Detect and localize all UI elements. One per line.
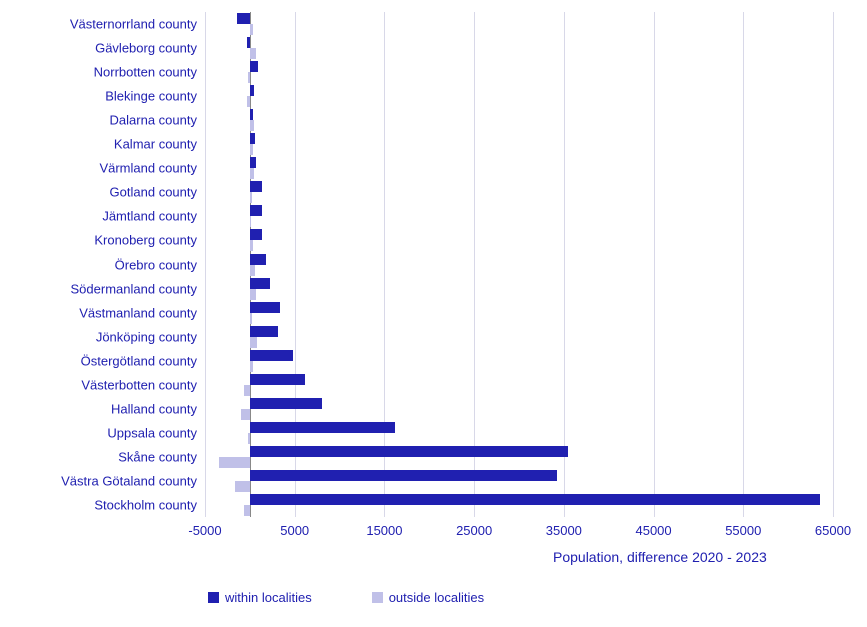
bar-within — [250, 446, 568, 457]
y-category-label: Kalmar county — [114, 137, 205, 152]
bar-outside — [244, 385, 250, 396]
bar-outside — [235, 481, 250, 492]
y-category-label: Norrbotten county — [94, 65, 205, 80]
x-tick-label: 55000 — [725, 517, 761, 538]
x-tick-label: -5000 — [188, 517, 221, 538]
bar-within — [250, 181, 262, 192]
x-tick-label: 45000 — [635, 517, 671, 538]
y-category-label: Västerbotten county — [81, 377, 205, 392]
y-category-label: Halland county — [111, 401, 205, 416]
y-category-label: Dalarna county — [110, 113, 205, 128]
x-tick-label: 35000 — [546, 517, 582, 538]
bar-within — [237, 13, 250, 24]
bar-outside — [250, 289, 256, 300]
gridline — [295, 12, 296, 517]
bar-outside — [250, 168, 254, 179]
x-tick-label: 15000 — [366, 517, 402, 538]
x-tick-label: 5000 — [280, 517, 309, 538]
legend-label: within localities — [225, 590, 312, 605]
bar-outside — [250, 192, 252, 203]
gridline — [205, 12, 206, 517]
y-category-label: Kronoberg county — [94, 233, 205, 248]
bar-outside — [250, 361, 253, 372]
bar-outside — [248, 433, 250, 444]
bar-within — [250, 494, 820, 505]
plot-area: -50005000150002500035000450005500065000V… — [205, 12, 833, 517]
bar-within — [247, 37, 250, 48]
legend: within localities outside localities — [208, 590, 484, 605]
bar-outside — [241, 409, 250, 420]
x-axis-title: Population, difference 2020 - 2023 — [553, 549, 767, 565]
y-category-label: Värmland county — [99, 161, 205, 176]
bar-within — [250, 133, 255, 144]
y-category-label: Stockholm county — [94, 497, 205, 512]
bar-within — [250, 61, 258, 72]
x-tick-label: 25000 — [456, 517, 492, 538]
y-category-label: Jönköping county — [96, 329, 205, 344]
y-category-label: Västernorrland county — [70, 17, 205, 32]
y-category-label: Jämtland county — [102, 209, 205, 224]
y-category-label: Gotland county — [110, 185, 205, 200]
bar-outside — [250, 313, 252, 324]
legend-swatch — [208, 592, 219, 603]
gridline — [384, 12, 385, 517]
bar-within — [250, 422, 395, 433]
legend-item-outside: outside localities — [372, 590, 484, 605]
bar-within — [250, 398, 322, 409]
y-category-label: Östergötland county — [81, 353, 205, 368]
bar-within — [250, 109, 254, 120]
bar-within — [250, 374, 305, 385]
bar-within — [250, 326, 278, 337]
bar-within — [250, 302, 281, 313]
bar-outside — [250, 240, 253, 251]
bar-outside — [248, 72, 250, 83]
y-category-label: Uppsala county — [107, 425, 205, 440]
bar-within — [250, 278, 271, 289]
bar-outside — [250, 48, 256, 59]
bar-outside — [219, 457, 250, 468]
y-category-label: Västra Götaland county — [61, 473, 205, 488]
bar-within — [250, 350, 293, 361]
bar-outside — [250, 265, 255, 276]
bar-within — [250, 205, 263, 216]
y-category-label: Gävleborg county — [95, 41, 205, 56]
y-category-label: Södermanland county — [71, 281, 205, 296]
y-category-label: Örebro county — [115, 257, 205, 272]
bar-within — [250, 470, 557, 481]
bar-within — [250, 229, 262, 240]
gridline — [833, 12, 834, 517]
bar-outside — [250, 120, 254, 131]
bar-outside — [247, 96, 250, 107]
y-category-label: Blekinge county — [105, 89, 205, 104]
gridline — [743, 12, 744, 517]
legend-label: outside localities — [389, 590, 484, 605]
gridline — [474, 12, 475, 517]
bar-outside — [250, 216, 251, 227]
bar-outside — [250, 337, 257, 348]
y-category-label: Västmanland county — [79, 305, 205, 320]
bar-within — [250, 254, 266, 265]
bar-outside — [250, 24, 254, 35]
bar-within — [250, 157, 256, 168]
bar-outside — [250, 144, 254, 155]
gridline — [654, 12, 655, 517]
y-category-label: Skåne county — [118, 449, 205, 464]
x-tick-label: 65000 — [815, 517, 851, 538]
bar-outside — [244, 505, 249, 516]
population-diff-chart: -5000 5000 15000 25000 35000 45000 55000 65000 V… — [0, 0, 867, 627]
bar-within — [250, 85, 254, 96]
legend-swatch — [372, 592, 383, 603]
legend-item-within: within localities — [208, 590, 312, 605]
gridline — [564, 12, 565, 517]
